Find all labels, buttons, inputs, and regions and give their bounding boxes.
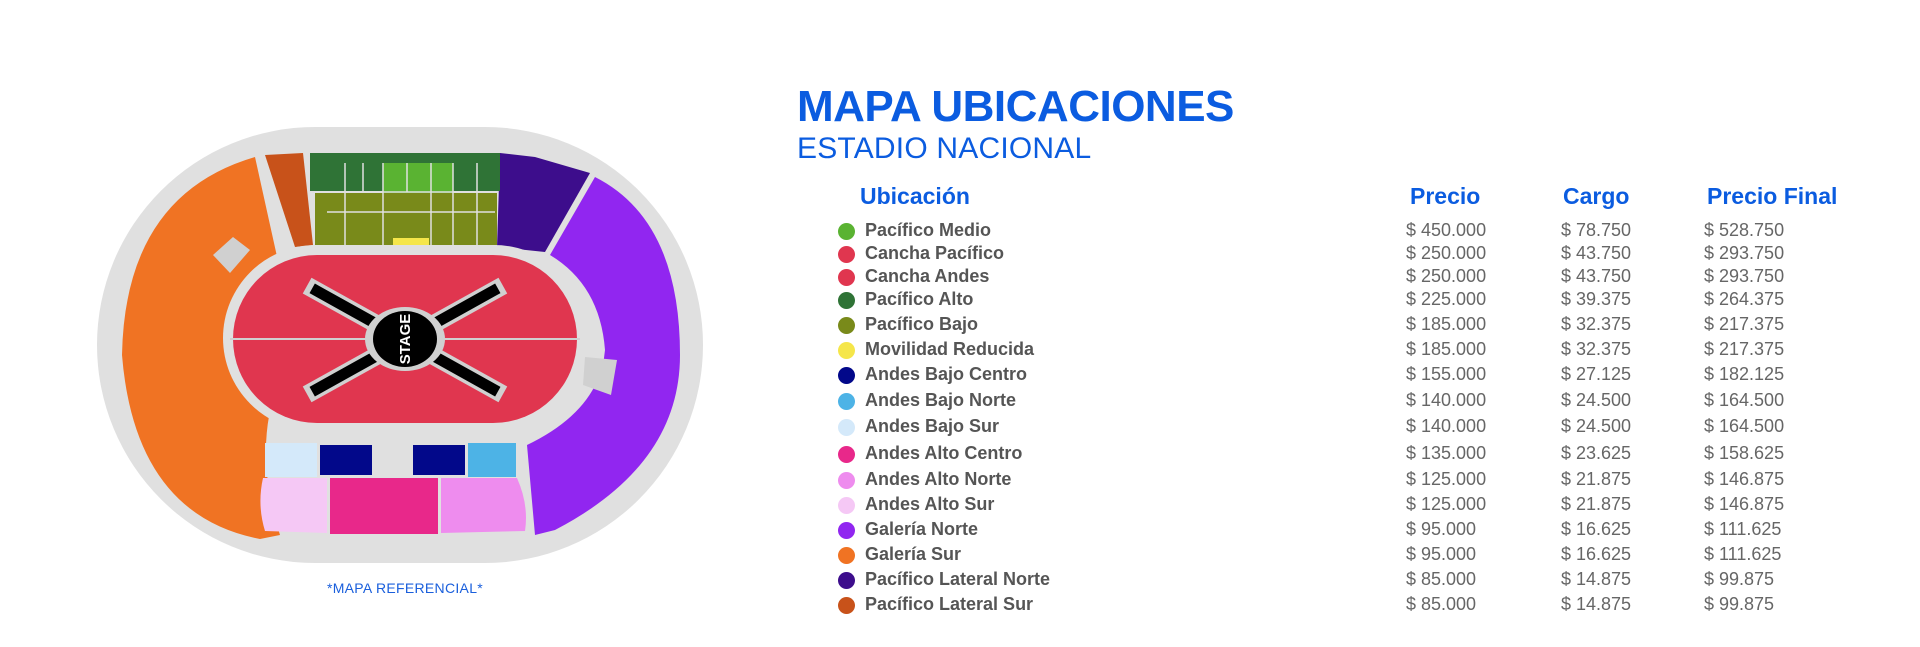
section-pacifico-medio[interactable] — [383, 163, 453, 193]
table-row: Pacífico Medio $ 450.000 $ 78.750 $ 528.750 — [838, 220, 1878, 244]
color-dot-icon — [838, 497, 855, 514]
section-pacifico-bajo[interactable] — [315, 193, 497, 245]
section-pacifico-lateral-sur[interactable] — [265, 153, 313, 247]
side-block-right — [583, 357, 617, 395]
section-andes-bajo-norte[interactable] — [468, 443, 516, 477]
table-row: Andes Bajo Sur $ 140.000 $ 24.500 $ 164.500 — [838, 416, 1878, 440]
table-row: Pacífico Lateral Sur $ 85.000 $ 14.875 $ 99… — [838, 594, 1878, 618]
table-row: Cancha Pacífico $ 250.000 $ 43.750 $ 293.75… — [838, 243, 1878, 267]
map-caption: *MAPA REFERENCIAL* — [326, 580, 484, 596]
section-movilidad-reducida[interactable] — [393, 238, 429, 245]
stadium-map: STAGE — [95, 125, 705, 565]
table-row: Cancha Andes $ 250.000 $ 43.750 $ 293.750 — [838, 266, 1878, 290]
section-galeria-norte[interactable] — [527, 177, 680, 535]
section-pacifico-lateral-norte[interactable] — [497, 153, 590, 252]
color-dot-icon — [838, 223, 855, 240]
table-row: Andes Alto Centro $ 135.000 $ 23.625 $ 158.… — [838, 443, 1878, 467]
section-galeria-sur[interactable] — [122, 157, 297, 539]
side-block-left — [213, 237, 250, 273]
color-dot-icon — [838, 246, 855, 263]
header-price: Precio — [1410, 183, 1481, 209]
table-row: Pacífico Bajo $ 185.000 $ 32.375 $ 217.375 — [838, 314, 1878, 338]
color-dot-icon — [838, 393, 855, 410]
table-row: Andes Alto Sur $ 125.000 $ 21.875 $ 146.875 — [838, 494, 1878, 518]
stadium-map-graphic: STAGE — [97, 127, 703, 563]
section-andes-alto-centro[interactable] — [330, 478, 438, 534]
table-row: Galería Norte $ 95.000 $ 16.625 $ 111.625 — [838, 519, 1878, 543]
table-row: Andes Alto Norte $ 125.000 $ 21.875 $ 146.8… — [838, 469, 1878, 493]
color-dot-icon — [838, 472, 855, 489]
color-dot-icon — [838, 446, 855, 463]
table-row: Pacífico Alto $ 225.000 $ 39.375 $ 264.375 — [838, 289, 1878, 313]
color-dot-icon — [838, 342, 855, 359]
section-andes-alto-sur[interactable] — [260, 478, 327, 533]
section-andes-alto-norte[interactable] — [441, 478, 526, 533]
color-dot-icon — [838, 419, 855, 436]
stage: STAGE — [302, 277, 508, 403]
color-dot-icon — [838, 522, 855, 539]
color-dot-icon — [838, 597, 855, 614]
header-final-price: Precio Final — [1707, 183, 1838, 209]
table-row: Galería Sur $ 95.000 $ 16.625 $ 111.625 — [838, 544, 1878, 568]
color-dot-icon — [838, 292, 855, 309]
section-andes-bajo-centro-2[interactable] — [413, 445, 465, 475]
color-dot-icon — [838, 317, 855, 334]
table-row: Movilidad Reducida $ 185.000 $ 32.375 $ 217… — [838, 339, 1878, 363]
color-dot-icon — [838, 269, 855, 286]
section-andes-bajo-centro-1[interactable] — [320, 445, 372, 475]
table-row: Pacífico Lateral Norte $ 85.000 $ 14.875 $ … — [838, 569, 1878, 593]
table-row: Andes Bajo Norte $ 140.000 $ 24.500 $ 164.5… — [838, 390, 1878, 414]
color-dot-icon — [838, 547, 855, 564]
stage-label: STAGE — [397, 314, 414, 365]
page-title: MAPA UBICACIONES — [797, 82, 1234, 131]
page-subtitle: ESTADIO NACIONAL — [797, 132, 1092, 165]
header-location: Ubicación — [860, 183, 970, 209]
color-dot-icon — [838, 572, 855, 589]
table-row: Andes Bajo Centro $ 155.000 $ 27.125 $ 182.… — [838, 364, 1878, 388]
color-dot-icon — [838, 367, 855, 384]
section-andes-bajo-sur[interactable] — [265, 443, 317, 477]
header-fee: Cargo — [1563, 183, 1630, 209]
